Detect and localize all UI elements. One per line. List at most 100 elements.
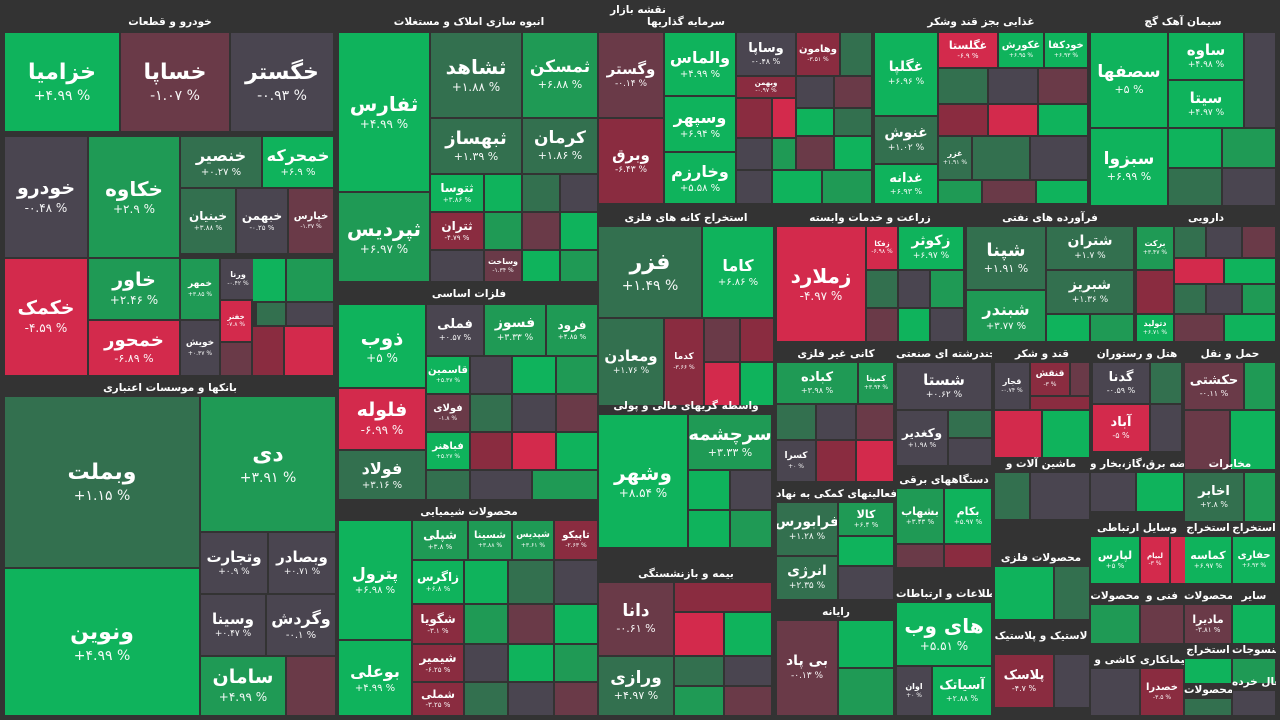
stock-tile[interactable]: کاما +۶.۸۶ % bbox=[703, 227, 773, 317]
stock-tile[interactable]: شپلی +۳.۸ % bbox=[413, 521, 467, 559]
stock-tile[interactable]: سامان +۴.۹۹ % bbox=[201, 657, 285, 715]
stock-tile[interactable]: خساپا -۱.۰۷ % bbox=[121, 33, 229, 131]
minor-stock-tile[interactable] bbox=[465, 561, 507, 603]
minor-stock-tile[interactable] bbox=[1223, 129, 1275, 167]
stock-tile[interactable]: خویش +۰.۳۷ % bbox=[181, 321, 219, 375]
minor-stock-tile[interactable] bbox=[1037, 181, 1087, 203]
minor-stock-tile[interactable] bbox=[1091, 315, 1133, 341]
stock-tile[interactable]: غزر +۱.۹۱ % bbox=[939, 137, 971, 179]
minor-stock-tile[interactable] bbox=[835, 77, 871, 107]
stock-tile[interactable]: خکمک -۴.۵۹ % bbox=[5, 259, 87, 375]
minor-stock-tile[interactable] bbox=[939, 69, 987, 103]
minor-stock-tile[interactable] bbox=[1233, 659, 1275, 683]
stock-tile[interactable]: خصدرا -۳.۵ % bbox=[1141, 669, 1183, 715]
minor-stock-tile[interactable] bbox=[523, 175, 559, 211]
stock-tile[interactable]: شبندر +۳.۷۷ % bbox=[967, 291, 1045, 341]
stock-tile[interactable]: کسرا +۰ % bbox=[777, 441, 815, 481]
stock-tile[interactable]: ساوه +۴.۹۸ % bbox=[1169, 33, 1243, 79]
minor-stock-tile[interactable] bbox=[555, 683, 597, 715]
minor-stock-tile[interactable] bbox=[465, 605, 507, 643]
minor-stock-tile[interactable] bbox=[1091, 669, 1139, 715]
minor-stock-tile[interactable] bbox=[1185, 411, 1229, 469]
stock-tile[interactable]: فولای -۱.۸ % bbox=[427, 395, 469, 431]
stock-tile[interactable]: زملارد -۴.۹۷ % bbox=[777, 227, 865, 341]
stock-tile[interactable]: ثتران -۴.۷۹ % bbox=[431, 213, 483, 249]
stock-tile[interactable]: مادیرا -۳.۸۱ % bbox=[1185, 605, 1231, 643]
minor-stock-tile[interactable] bbox=[1245, 33, 1275, 127]
minor-stock-tile[interactable] bbox=[857, 405, 893, 439]
stock-tile[interactable]: های وب +۵.۵۱ % bbox=[897, 603, 991, 665]
minor-stock-tile[interactable] bbox=[1225, 315, 1275, 341]
minor-stock-tile[interactable] bbox=[561, 175, 597, 211]
minor-stock-tile[interactable] bbox=[431, 251, 483, 281]
stock-tile[interactable]: شگویا -۳.۱ % bbox=[413, 605, 463, 643]
stock-tile[interactable]: بشهاب +۳.۴۳ % bbox=[897, 489, 943, 543]
minor-stock-tile[interactable] bbox=[1245, 363, 1275, 409]
stock-tile[interactable]: شستا +۰.۶۲ % bbox=[897, 363, 991, 409]
minor-stock-tile[interactable] bbox=[555, 645, 597, 681]
stock-tile[interactable]: لبیام -۳ % bbox=[1141, 537, 1169, 583]
minor-stock-tile[interactable] bbox=[725, 657, 771, 685]
stock-tile[interactable]: فسوز +۳.۳۳ % bbox=[485, 305, 545, 355]
minor-stock-tile[interactable] bbox=[857, 441, 893, 481]
minor-stock-tile[interactable] bbox=[287, 657, 335, 715]
stock-tile[interactable]: دتولید +۶.۷۱ % bbox=[1137, 315, 1173, 341]
minor-stock-tile[interactable] bbox=[835, 137, 871, 169]
stock-tile[interactable]: سبزوا +۶.۹۹ % bbox=[1091, 129, 1167, 205]
stock-tile[interactable]: وگستر -۰.۱۴ % bbox=[599, 33, 663, 117]
minor-stock-tile[interactable] bbox=[989, 69, 1037, 103]
stock-tile[interactable]: اخابر +۲.۸ % bbox=[1185, 473, 1243, 521]
minor-stock-tile[interactable] bbox=[675, 657, 723, 685]
stock-tile[interactable]: خمحور -۶.۸۹ % bbox=[89, 321, 179, 375]
stock-tile[interactable]: وبملت +۱.۱۵ % bbox=[5, 397, 199, 567]
minor-stock-tile[interactable] bbox=[841, 33, 871, 75]
minor-stock-tile[interactable] bbox=[509, 645, 553, 681]
stock-tile[interactable]: شپدیس +۳.۶۱ % bbox=[513, 521, 553, 559]
minor-stock-tile[interactable] bbox=[945, 545, 991, 567]
minor-stock-tile[interactable] bbox=[471, 357, 511, 393]
minor-stock-tile[interactable] bbox=[1243, 227, 1275, 257]
minor-stock-tile[interactable] bbox=[1141, 605, 1183, 643]
minor-stock-tile[interactable] bbox=[509, 561, 553, 603]
stock-tile[interactable]: خپارس -۱.۳۷ % bbox=[289, 189, 333, 253]
minor-stock-tile[interactable] bbox=[797, 137, 833, 169]
minor-stock-tile[interactable] bbox=[737, 171, 771, 203]
minor-stock-tile[interactable] bbox=[465, 683, 507, 715]
minor-stock-tile[interactable] bbox=[949, 439, 991, 465]
minor-stock-tile[interactable] bbox=[675, 583, 771, 611]
stock-tile[interactable]: برکت +۳.۴۷ % bbox=[1137, 227, 1173, 269]
minor-stock-tile[interactable] bbox=[797, 109, 833, 135]
stock-tile[interactable]: خزامیا +۴.۹۹ % bbox=[5, 33, 119, 131]
minor-stock-tile[interactable] bbox=[1137, 473, 1183, 511]
stock-tile[interactable]: دانا -۰.۶۱ % bbox=[599, 583, 673, 655]
stock-tile[interactable]: وبرق -۶.۴۳ % bbox=[599, 119, 663, 203]
minor-stock-tile[interactable] bbox=[485, 213, 521, 249]
minor-stock-tile[interactable] bbox=[509, 605, 553, 643]
minor-stock-tile[interactable] bbox=[995, 567, 1053, 619]
minor-stock-tile[interactable] bbox=[1231, 411, 1275, 469]
stock-tile[interactable]: وتجارت +۰.۹ % bbox=[201, 533, 267, 593]
stock-tile[interactable]: غدانه +۶.۹۳ % bbox=[875, 165, 937, 203]
stock-tile[interactable]: وساپا -۰.۴۸ % bbox=[737, 33, 795, 75]
minor-stock-tile[interactable] bbox=[839, 567, 893, 599]
stock-tile[interactable]: وگردش -۰.۱ % bbox=[267, 595, 335, 655]
minor-stock-tile[interactable] bbox=[285, 327, 333, 375]
minor-stock-tile[interactable] bbox=[797, 77, 833, 107]
stock-tile[interactable]: شبریز +۱.۳۶ % bbox=[1047, 271, 1133, 313]
stock-tile[interactable]: قاسمین +۵.۳۷ % bbox=[427, 357, 469, 393]
stock-tile[interactable]: بی پاد -۰.۱۳ % bbox=[777, 621, 837, 715]
minor-stock-tile[interactable] bbox=[1175, 227, 1205, 257]
minor-stock-tile[interactable] bbox=[1031, 137, 1087, 179]
stock-tile[interactable]: کرمان +۱.۸۶ % bbox=[523, 119, 597, 173]
stock-tile[interactable]: حکشتی -۰.۱۱ % bbox=[1185, 363, 1243, 409]
stock-tile[interactable]: کباده +۳.۹۸ % bbox=[777, 363, 857, 403]
stock-tile[interactable]: حفاری +۶.۹۳ % bbox=[1233, 537, 1275, 583]
minor-stock-tile[interactable] bbox=[427, 471, 469, 499]
stock-tile[interactable]: خودکفا +۶.۹۳ % bbox=[1045, 33, 1087, 67]
minor-stock-tile[interactable] bbox=[1207, 227, 1241, 257]
stock-tile[interactable]: سصفها +۵ % bbox=[1091, 33, 1167, 127]
minor-stock-tile[interactable] bbox=[1245, 473, 1275, 521]
stock-tile[interactable]: فلوله -۶.۹۹ % bbox=[339, 389, 425, 449]
minor-stock-tile[interactable] bbox=[1171, 537, 1185, 583]
minor-stock-tile[interactable] bbox=[471, 395, 511, 431]
